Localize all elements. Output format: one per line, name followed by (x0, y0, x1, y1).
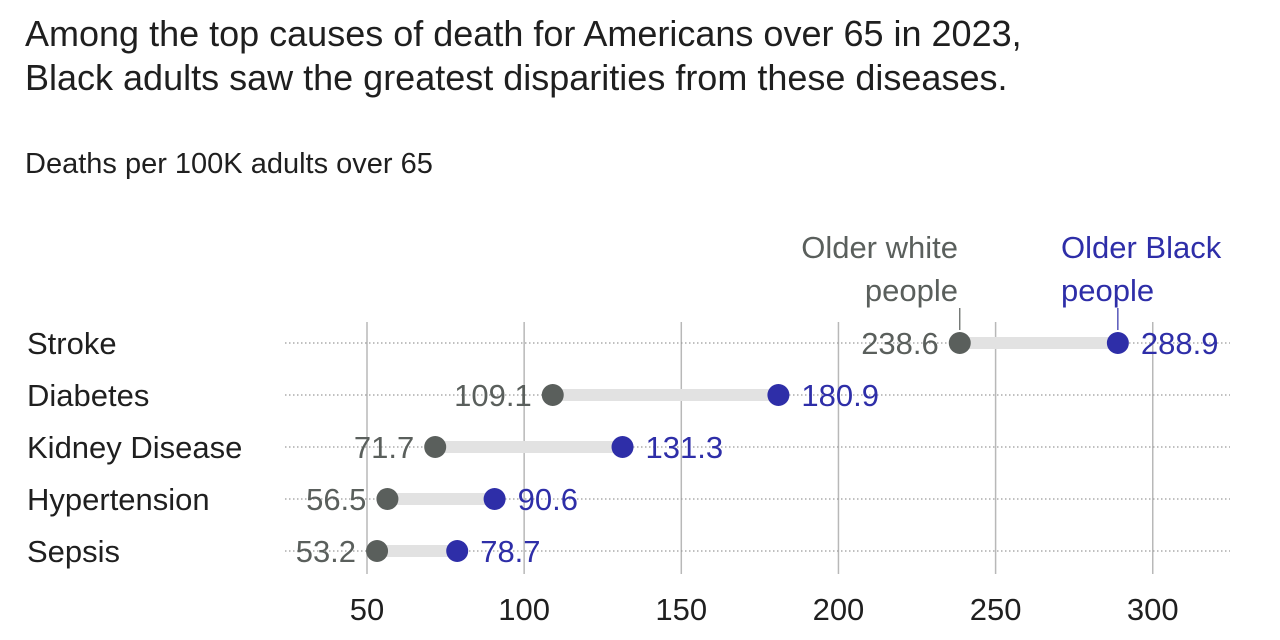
dot-black (611, 436, 634, 458)
value-label-black: 78.7 (480, 534, 540, 569)
chart-subtitle: Deaths per 100K adults over 65 (25, 148, 433, 180)
dot-white (376, 488, 399, 510)
category-label: Hypertension (27, 482, 210, 517)
category-label: Stroke (27, 326, 117, 361)
dot-black (446, 540, 469, 562)
dot-white (366, 540, 389, 562)
value-label-black: 288.9 (1141, 326, 1219, 361)
category-label: Sepsis (27, 534, 120, 569)
dot-white (541, 384, 564, 406)
legend-black-line: Older Black (1061, 230, 1222, 265)
x-tick-label: 100 (498, 592, 550, 627)
value-label-white: 53.2 (296, 534, 356, 569)
legend-white-line: people (865, 273, 958, 308)
legend-black-line: people (1061, 273, 1154, 308)
category-labels: Stroke Diabetes Kidney Disease Hypertension… (27, 326, 242, 569)
chart-title-line-1: Among the top causes of death for Americ… (25, 13, 1022, 54)
value-labels: 238.6 288.9 109.1 180.9 71.7 131.3 56.5 90.6 53.… (296, 326, 1219, 569)
category-label: Kidney Disease (27, 430, 242, 465)
x-axis-tick-labels: 50 100 150 200 250 300 (350, 592, 1179, 627)
x-tick-label: 200 (813, 592, 865, 627)
value-label-white: 71.7 (354, 430, 414, 465)
value-label-black: 180.9 (801, 378, 879, 413)
x-tick-label: 50 (350, 592, 384, 627)
dot-black (483, 488, 506, 510)
chart-title: Among the top causes of death for Americ… (25, 12, 1265, 100)
x-tick-label: 300 (1127, 592, 1179, 627)
chart-title-line-2: Black adults saw the greatest disparitie… (25, 57, 1008, 98)
connectors (371, 337, 1124, 557)
dot-white (948, 332, 971, 354)
dot-white (424, 436, 447, 458)
legend-white: Older white people (801, 230, 958, 308)
value-label-white: 238.6 (861, 326, 939, 361)
category-label: Diabetes (27, 378, 149, 413)
value-label-white: 56.5 (306, 482, 366, 517)
gridlines (366, 322, 1154, 574)
x-tick-label: 250 (970, 592, 1022, 627)
x-tick-label: 150 (655, 592, 707, 627)
value-label-black: 131.3 (646, 430, 724, 465)
legend-black: Older Black people (1061, 230, 1222, 308)
dot-black (767, 384, 790, 406)
dots (366, 332, 1129, 562)
value-label-black: 90.6 (518, 482, 578, 517)
legend-white-line: Older white (801, 230, 958, 265)
legend: Older white people Older Black people (801, 230, 1222, 330)
dot-black (1106, 332, 1129, 354)
value-label-white: 109.1 (454, 378, 532, 413)
